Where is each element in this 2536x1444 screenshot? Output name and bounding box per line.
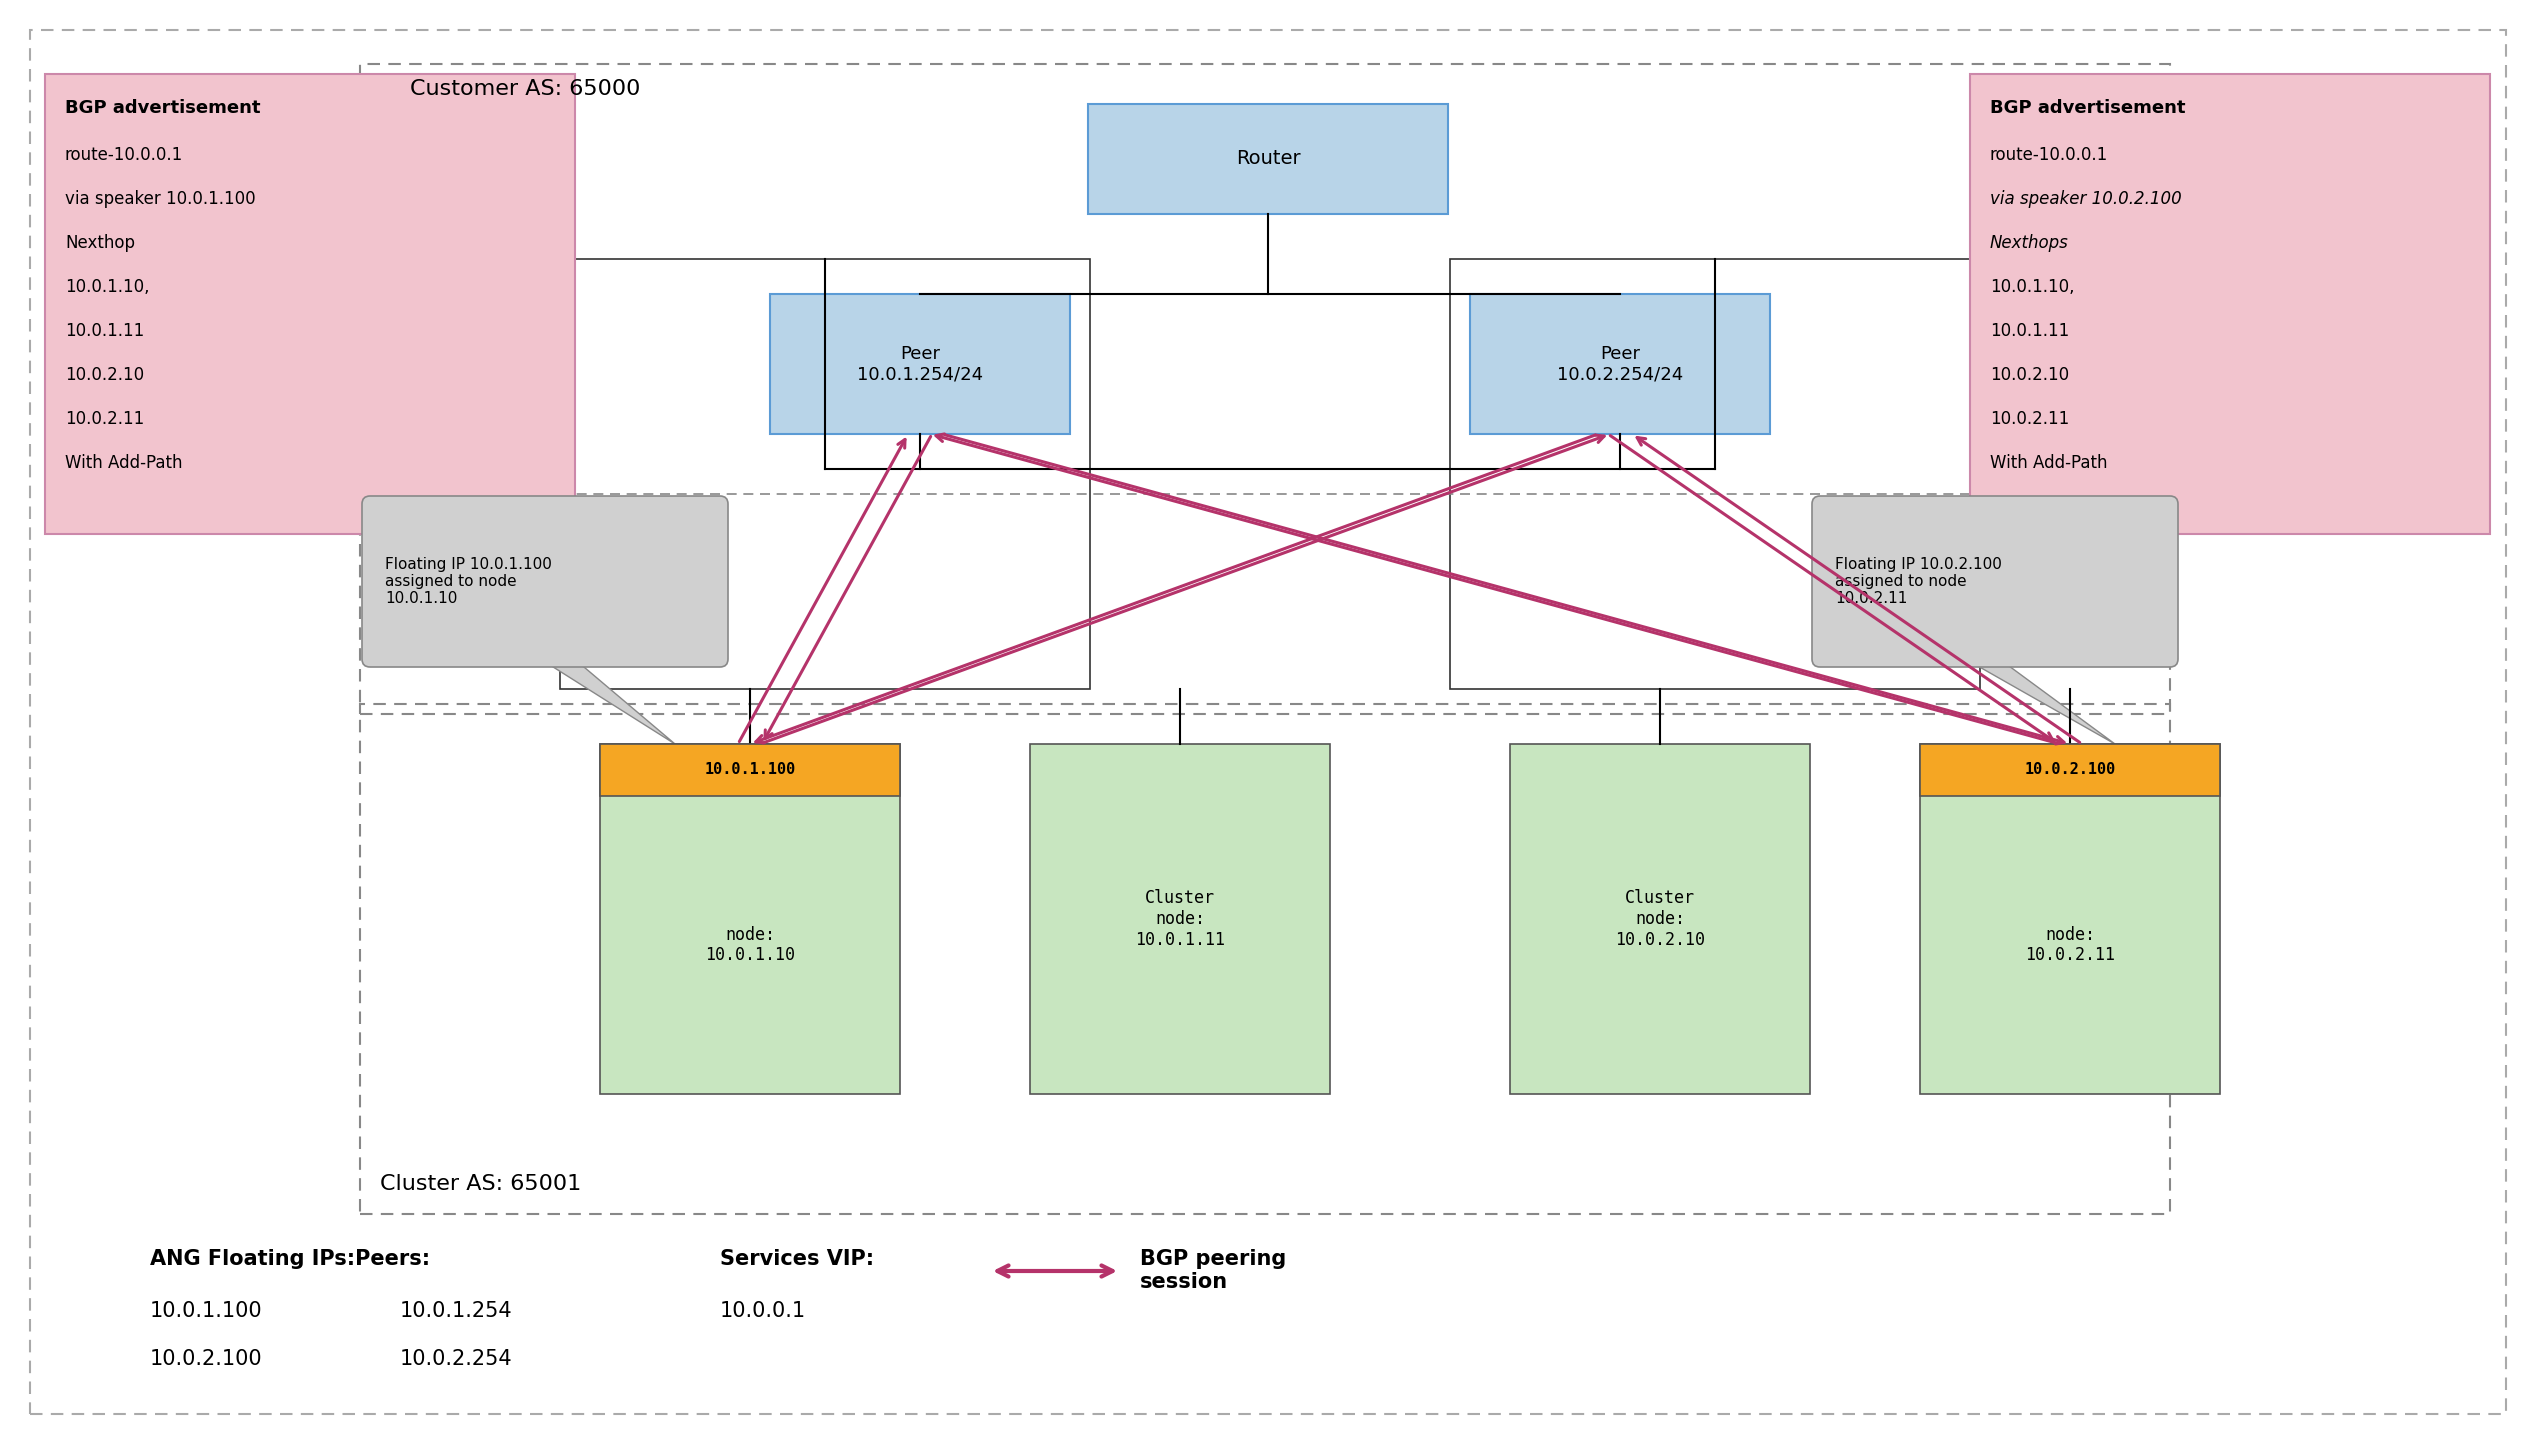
FancyBboxPatch shape (1509, 744, 1811, 1095)
Text: Cluster
node:
10.0.2.10: Cluster node: 10.0.2.10 (1615, 890, 1704, 949)
Text: 10.0.1.100: 10.0.1.100 (150, 1301, 264, 1321)
Text: 10.0.1.254: 10.0.1.254 (401, 1301, 512, 1321)
Text: Nexthop: Nexthop (66, 234, 134, 253)
Text: Cluster AS: 65001: Cluster AS: 65001 (380, 1174, 581, 1194)
Text: via speaker 10.0.1.100: via speaker 10.0.1.100 (66, 191, 256, 208)
FancyBboxPatch shape (771, 295, 1070, 435)
Text: 10.0.1.11: 10.0.1.11 (1991, 322, 2069, 339)
Text: ANG Floating IPs:Peers:: ANG Floating IPs:Peers: (150, 1249, 431, 1269)
Text: 10.0.2.254: 10.0.2.254 (401, 1349, 512, 1369)
Text: node:
10.0.1.10: node: 10.0.1.10 (705, 926, 794, 965)
Text: 10.0.2.10: 10.0.2.10 (1991, 365, 2069, 384)
FancyBboxPatch shape (1030, 744, 1329, 1095)
Text: Nexthops: Nexthops (1991, 234, 2069, 253)
Text: via speaker 10.0.2.100: via speaker 10.0.2.100 (1991, 191, 2181, 208)
Text: Cluster
node:
10.0.1.11: Cluster node: 10.0.1.11 (1136, 890, 1225, 949)
Text: route-10.0.0.1: route-10.0.0.1 (1991, 146, 2107, 165)
Text: 10.0.2.100: 10.0.2.100 (2024, 762, 2115, 777)
FancyBboxPatch shape (363, 495, 728, 667)
Text: Peer
10.0.1.254/24: Peer 10.0.1.254/24 (857, 345, 984, 384)
Text: Floating IP 10.0.2.100
assigned to node
10.0.2.11: Floating IP 10.0.2.100 assigned to node … (1836, 556, 2001, 606)
Text: 10.0.1.100: 10.0.1.100 (705, 762, 796, 777)
Text: BGP peering
session: BGP peering session (1141, 1249, 1286, 1292)
Text: 10.0.1.11: 10.0.1.11 (66, 322, 145, 339)
Text: With Add-Path: With Add-Path (1991, 453, 2107, 472)
Text: Services VIP:: Services VIP: (720, 1249, 875, 1269)
Text: node:
10.0.2.11: node: 10.0.2.11 (2026, 926, 2115, 965)
Text: 10.0.1.10,: 10.0.1.10, (1991, 279, 2074, 296)
Text: route-10.0.0.1: route-10.0.0.1 (66, 146, 183, 165)
FancyBboxPatch shape (1920, 744, 2219, 796)
FancyBboxPatch shape (1970, 74, 2490, 534)
Text: Peer
10.0.2.254/24: Peer 10.0.2.254/24 (1557, 345, 1684, 384)
Polygon shape (1965, 658, 2115, 744)
Polygon shape (540, 658, 675, 744)
Text: Router: Router (1235, 150, 1301, 169)
Text: 10.0.2.11: 10.0.2.11 (1991, 410, 2069, 427)
FancyBboxPatch shape (46, 74, 576, 534)
Text: BGP advertisement: BGP advertisement (66, 100, 261, 117)
Text: Customer AS: 65000: Customer AS: 65000 (411, 79, 642, 100)
FancyBboxPatch shape (1920, 744, 2219, 1095)
Text: With Add-Path: With Add-Path (66, 453, 183, 472)
FancyBboxPatch shape (1451, 258, 1981, 689)
FancyBboxPatch shape (601, 744, 900, 1095)
FancyBboxPatch shape (560, 258, 1090, 689)
FancyBboxPatch shape (1088, 104, 1448, 214)
FancyBboxPatch shape (1471, 295, 1770, 435)
Text: 10.0.2.100: 10.0.2.100 (150, 1349, 264, 1369)
Text: 10.0.2.10: 10.0.2.10 (66, 365, 145, 384)
Text: 10.0.2.11: 10.0.2.11 (66, 410, 145, 427)
Text: Floating IP 10.0.1.100
assigned to node
10.0.1.10: Floating IP 10.0.1.100 assigned to node … (385, 556, 553, 606)
FancyBboxPatch shape (1813, 495, 2178, 667)
Text: BGP advertisement: BGP advertisement (1991, 100, 2186, 117)
FancyBboxPatch shape (601, 744, 900, 796)
Text: 10.0.0.1: 10.0.0.1 (720, 1301, 806, 1321)
Text: 10.0.1.10,: 10.0.1.10, (66, 279, 150, 296)
